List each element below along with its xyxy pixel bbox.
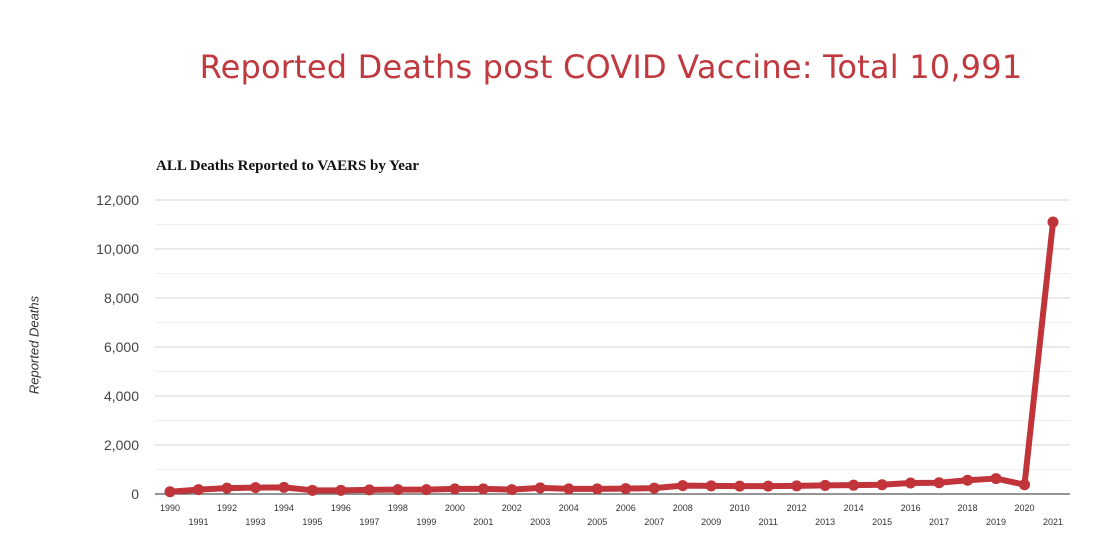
data-point bbox=[819, 479, 831, 491]
x-tick-label: 1992 bbox=[217, 503, 237, 513]
data-point bbox=[734, 480, 746, 492]
data-point bbox=[848, 479, 860, 491]
data-point bbox=[392, 484, 404, 496]
x-tick-label: 1997 bbox=[359, 517, 379, 527]
x-tick-label: 2013 bbox=[815, 517, 835, 527]
x-tick-label: 2000 bbox=[445, 503, 465, 513]
data-point bbox=[249, 482, 261, 494]
data-point bbox=[591, 483, 603, 495]
data-point bbox=[363, 484, 375, 496]
data-point bbox=[905, 477, 917, 489]
x-tick-label: 2016 bbox=[901, 503, 921, 513]
data-point bbox=[420, 484, 432, 496]
x-tick-label: 2003 bbox=[530, 517, 550, 527]
y-tick-label: 2,000 bbox=[104, 437, 139, 453]
data-point bbox=[306, 484, 318, 496]
data-point bbox=[933, 477, 945, 489]
y-tick-label: 0 bbox=[131, 486, 139, 502]
x-tick-label: 2019 bbox=[986, 517, 1006, 527]
data-point bbox=[1019, 479, 1031, 491]
x-tick-label: 2017 bbox=[929, 517, 949, 527]
data-point bbox=[705, 480, 717, 492]
gridlines bbox=[155, 199, 1070, 495]
data-point bbox=[791, 480, 803, 492]
data-point bbox=[534, 482, 546, 494]
y-tick-label: 8,000 bbox=[104, 290, 139, 306]
x-tick-label: 1991 bbox=[188, 517, 208, 527]
data-point bbox=[990, 473, 1002, 485]
x-tick-label: 2007 bbox=[644, 517, 664, 527]
chart-title: ALL Deaths Reported to VAERS by Year bbox=[156, 158, 420, 174]
data-point bbox=[506, 484, 518, 496]
y-tick-label: 10,000 bbox=[96, 241, 139, 257]
y-tick-label: 6,000 bbox=[104, 339, 139, 355]
x-tick-label: 1990 bbox=[160, 503, 180, 513]
data-point bbox=[164, 486, 176, 498]
x-tick-label: 2011 bbox=[758, 517, 777, 527]
x-tick-label: 2006 bbox=[616, 503, 636, 513]
x-tick-label: 1994 bbox=[274, 503, 294, 513]
x-tick-label: 2009 bbox=[701, 517, 721, 527]
x-tick-label: 2008 bbox=[673, 503, 693, 513]
data-point bbox=[278, 481, 290, 493]
data-point bbox=[192, 484, 204, 496]
x-tick-label: 1996 bbox=[331, 503, 351, 513]
x-tick-label: 2021 bbox=[1043, 517, 1063, 527]
data-point bbox=[677, 480, 689, 492]
data-point bbox=[477, 483, 489, 495]
x-tick-label: 2015 bbox=[872, 517, 892, 527]
data-point bbox=[620, 483, 632, 495]
y-tick-labels: 0 2,000 4,000 6,000 8,000 10,000 12,000 bbox=[96, 192, 139, 502]
x-tick-label: 2010 bbox=[730, 503, 750, 513]
x-tick-label: 2018 bbox=[958, 503, 978, 513]
x-tick-label: 2004 bbox=[559, 503, 579, 513]
series-line bbox=[167, 219, 1056, 495]
x-tick-label: 1993 bbox=[245, 517, 265, 527]
series-group bbox=[164, 216, 1059, 498]
x-tick-label: 1998 bbox=[388, 503, 408, 513]
data-point bbox=[449, 483, 461, 495]
x-tick-labels: 1990 1991 1992 1993 1994 1995 1996 1997 1998 1999… bbox=[160, 503, 1063, 527]
x-tick-label: 2012 bbox=[787, 503, 807, 513]
y-tick-label: 4,000 bbox=[104, 388, 139, 404]
y-tick-label: 12,000 bbox=[96, 192, 139, 208]
x-tick-label: 2002 bbox=[502, 503, 522, 513]
x-tick-label: 2020 bbox=[1015, 503, 1035, 513]
headline: Reported Deaths post COVID Vaccine: Tota… bbox=[199, 48, 1023, 86]
x-tick-label: 2014 bbox=[844, 503, 864, 513]
x-tick-label: 2001 bbox=[473, 517, 493, 527]
data-point bbox=[762, 480, 774, 492]
x-tick-label: 2005 bbox=[587, 517, 607, 527]
data-point bbox=[648, 482, 660, 494]
data-point bbox=[563, 483, 575, 495]
data-point bbox=[335, 484, 347, 496]
data-point bbox=[962, 474, 974, 486]
data-point bbox=[221, 482, 233, 494]
data-point bbox=[876, 479, 888, 491]
x-tick-label: 1995 bbox=[302, 517, 322, 527]
x-tick-label: 1999 bbox=[416, 517, 436, 527]
data-point bbox=[1047, 216, 1059, 228]
